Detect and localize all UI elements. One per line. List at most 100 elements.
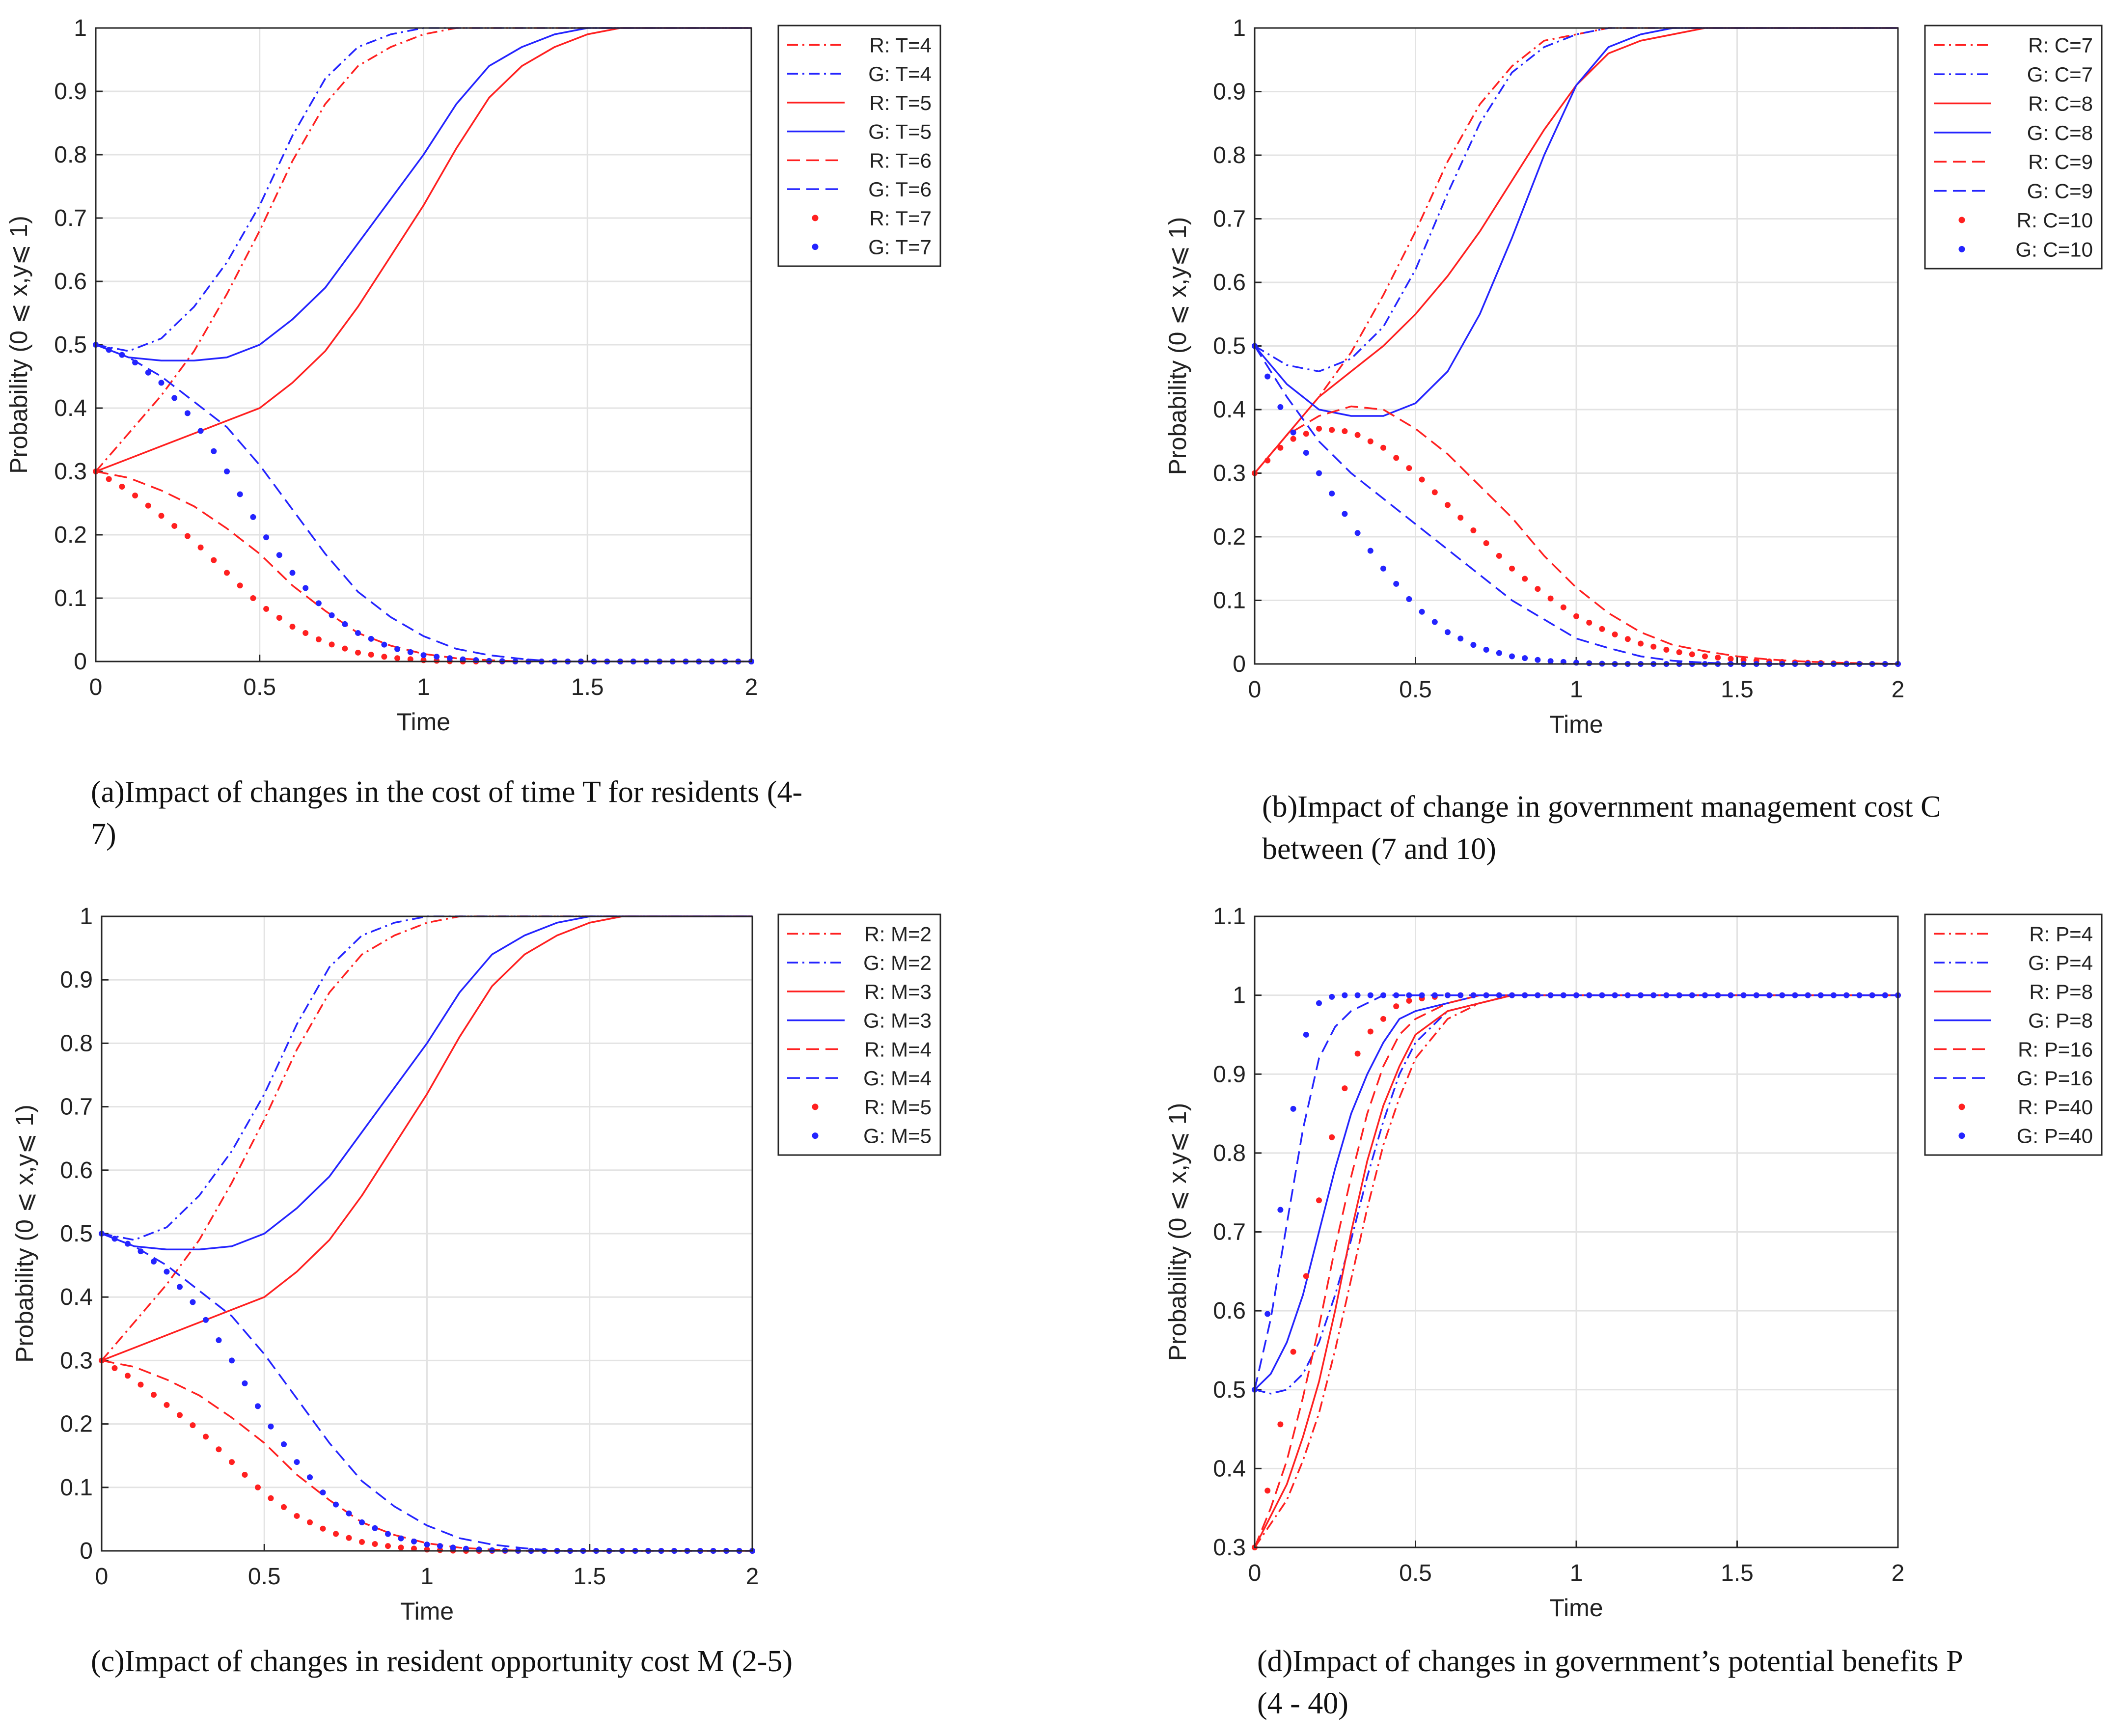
x-tick-label: 1.5 [571, 674, 604, 700]
data-point [119, 352, 125, 358]
data-point [420, 652, 427, 659]
data-point [411, 1545, 417, 1552]
y-tick-label: 0.1 [60, 1475, 93, 1501]
y-tick-label: 0.7 [60, 1094, 93, 1120]
y-axis-label: Probability (0 ⩽ x,y⩽ 1) [1164, 1103, 1191, 1361]
x-tick-label: 2 [746, 1564, 759, 1590]
data-point [1406, 596, 1412, 602]
x-tick-label: 0.5 [1399, 1560, 1432, 1586]
data-point [1624, 992, 1631, 998]
data-point [1290, 1105, 1296, 1112]
data-point [268, 1495, 274, 1501]
legend-label: R: T=4 [870, 33, 932, 56]
data-point [1316, 425, 1322, 432]
y-tick-label: 0.6 [1213, 270, 1246, 296]
data-point [276, 614, 282, 621]
y-tick-label: 0.3 [1213, 461, 1246, 487]
data-point [1277, 1421, 1284, 1428]
data-point [1290, 429, 1296, 436]
legend: R: C=7 G: C=7 R: C=8 G: C=8 R: C=9 G: C=9 R: C… [1924, 25, 2103, 270]
y-tick-label: 0.8 [1213, 1140, 1246, 1166]
data-point [1264, 1488, 1271, 1494]
data-point [1650, 643, 1657, 650]
data-point [1573, 660, 1579, 666]
series-line [101, 1233, 752, 1552]
y-tick-label: 1 [80, 904, 93, 930]
data-point [171, 523, 178, 529]
data-point [450, 1544, 456, 1551]
data-point [1277, 1207, 1284, 1213]
data-point [1496, 552, 1502, 559]
data-point [1676, 992, 1682, 998]
data-point [1419, 992, 1425, 998]
data-point [132, 493, 138, 499]
data-point [1303, 1031, 1309, 1038]
y-tick-label: 0.7 [1213, 206, 1246, 232]
x-tick-label: 1 [1570, 1560, 1583, 1586]
data-point [1522, 655, 1528, 661]
data-point [394, 655, 401, 661]
data-point [385, 1543, 391, 1549]
data-point [132, 359, 138, 366]
y-tick-label: 0.9 [1213, 1061, 1246, 1087]
data-point [1715, 992, 1721, 998]
data-point [289, 624, 296, 630]
y-tick-label: 1 [1233, 15, 1246, 41]
legend-box [1924, 25, 2103, 270]
data-point [1303, 450, 1309, 456]
data-point [158, 380, 165, 386]
data-point [1457, 515, 1464, 521]
axes-frame [101, 915, 753, 1552]
series-R: C=10 [1252, 425, 1901, 667]
legend-label: G: C=9 [2027, 180, 2093, 203]
data-point [359, 1519, 365, 1525]
x-tick-label: 0.5 [248, 1564, 281, 1590]
data-point [424, 1542, 430, 1548]
caption-a: (a)Impact of changes in the cost of time… [91, 775, 803, 851]
data-point [289, 570, 296, 576]
data-point [1483, 540, 1489, 546]
chart-panel-1: 0 0.5 1 1.5 2 0 0.1 0.2 0.3 0.4 0.5 0.6 0.7 0.8 0.9 1 Ti… [1164, 15, 2103, 738]
y-tick-label: 0.4 [60, 1284, 93, 1310]
y-tick-label: 0.5 [1213, 333, 1246, 359]
legend-label: G: P=16 [2017, 1067, 2093, 1090]
data-point [1522, 576, 1528, 582]
data-point [1650, 992, 1657, 998]
y-tick-label: 1.1 [1213, 904, 1246, 930]
data-point [190, 1299, 196, 1305]
y-tick-label: 0.5 [54, 332, 87, 358]
legend-label: G: P=4 [2028, 951, 2093, 974]
series-G: M=5 [99, 1231, 755, 1554]
data-point [197, 544, 204, 551]
data-point [1277, 404, 1284, 410]
data-point [281, 1504, 287, 1510]
legend-label: G: C=7 [2027, 63, 2093, 86]
data-point [137, 1381, 144, 1388]
data-point [224, 570, 230, 576]
y-tick-label: 0.5 [60, 1221, 93, 1247]
series-line [1254, 994, 1898, 1390]
data-point [1535, 657, 1541, 663]
legend-label: G: T=5 [868, 120, 932, 143]
legend-marker [1958, 246, 1965, 252]
data-point [1728, 656, 1734, 662]
data-point [276, 552, 282, 558]
data-point [434, 654, 440, 660]
data-point [1766, 992, 1772, 998]
legend: R: T=4 G: T=4 R: T=5 G: T=5 R: T=6 G: T=6 R: T… [777, 25, 941, 267]
data-point [145, 369, 151, 376]
data-point [1264, 373, 1271, 380]
data-point [1470, 527, 1477, 534]
y-tick-label: 0.9 [60, 967, 93, 993]
data-point [1354, 992, 1361, 998]
data-point [1470, 992, 1477, 998]
data-point [1393, 992, 1400, 998]
data-point [1303, 1273, 1309, 1279]
data-point [1457, 992, 1464, 998]
legend-label: R: M=3 [864, 980, 932, 1003]
data-point [294, 1513, 300, 1519]
data-point [1445, 629, 1451, 635]
data-point [346, 1510, 352, 1516]
data-point [197, 428, 204, 434]
x-tick-label: 1 [417, 674, 430, 700]
